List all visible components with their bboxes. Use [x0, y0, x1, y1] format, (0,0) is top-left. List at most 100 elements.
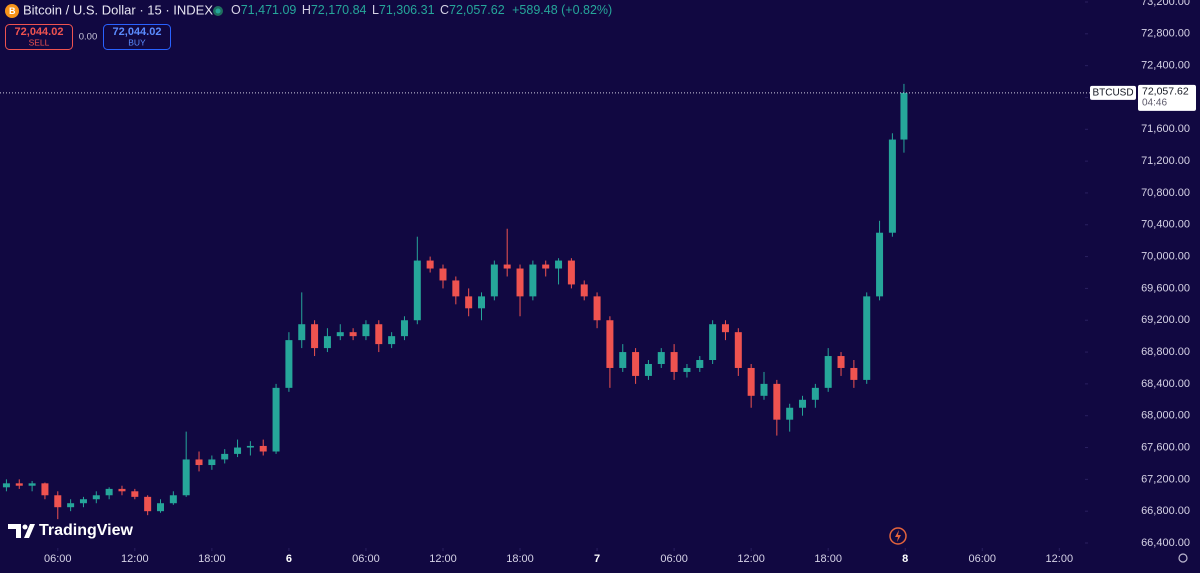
candle-body — [28, 483, 36, 486]
candle-body — [593, 296, 601, 321]
y-tick-label: 70,800.00 — [1141, 187, 1190, 199]
candle-body — [311, 324, 319, 349]
x-tick-label: 06:00 — [969, 553, 997, 565]
low-value: 71,306.31 — [379, 3, 435, 17]
candle-body — [773, 383, 781, 420]
spread: 0.00 — [79, 32, 98, 43]
candle-body — [105, 488, 113, 496]
candle-body — [580, 284, 588, 297]
close-value: 72,057.62 — [449, 3, 505, 17]
y-tick-label: 72,800.00 — [1141, 28, 1190, 40]
candle-body — [567, 260, 575, 285]
candle-body — [837, 356, 845, 368]
candle-body — [323, 336, 331, 349]
candle-body — [375, 324, 383, 345]
x-tick-label: 12:00 — [737, 553, 765, 565]
alert-icon[interactable] — [889, 527, 907, 545]
open-label: O — [231, 3, 241, 17]
x-tick-label: 6 — [286, 553, 292, 565]
x-tick-label: 8 — [902, 553, 908, 565]
candle-body — [413, 260, 421, 321]
candle-body — [734, 332, 742, 368]
candle-body — [670, 352, 678, 372]
y-tick-label: 66,400.00 — [1141, 537, 1190, 549]
y-tick-label: 71,200.00 — [1141, 155, 1190, 167]
high-label: H — [302, 3, 311, 17]
candle-body — [79, 499, 87, 504]
x-tick-label: 18:00 — [198, 553, 226, 565]
candle-body — [657, 352, 665, 364]
market-status-dot — [215, 8, 221, 14]
candle-body — [272, 387, 280, 452]
candle-body — [54, 495, 62, 508]
candle-body — [850, 367, 858, 380]
candle-body — [2, 483, 10, 488]
sell-button[interactable] — [5, 24, 73, 50]
y-tick-label: 68,400.00 — [1141, 378, 1190, 390]
coin-icon-glyph: B — [9, 6, 16, 16]
candle-body — [824, 356, 832, 388]
x-tick-label: 18:00 — [506, 553, 534, 565]
candle-body — [208, 459, 216, 466]
y-tick-label: 70,000.00 — [1141, 250, 1190, 262]
candle-body — [632, 352, 640, 376]
candle-body — [15, 483, 23, 486]
candle-body — [555, 260, 563, 269]
candle-body — [41, 483, 49, 496]
candle-body — [131, 491, 139, 497]
candle-body — [811, 387, 819, 400]
candle-body — [195, 459, 203, 466]
candle-body — [388, 336, 396, 345]
x-tick-label: 7 — [594, 553, 600, 565]
y-tick-label: 73,200.00 — [1141, 0, 1190, 8]
candle-body — [644, 363, 652, 376]
symbol-title[interactable]: Bitcoin / U.S. Dollar · 15 · INDEX — [23, 2, 213, 17]
settings-icon[interactable] — [1178, 553, 1188, 563]
y-tick-label: 69,600.00 — [1141, 282, 1190, 294]
y-tick-label: 67,600.00 — [1141, 441, 1190, 453]
candle-body — [298, 324, 306, 341]
candle-body — [67, 503, 75, 508]
x-tick-label: 12:00 — [429, 553, 457, 565]
y-tick-label: 67,200.00 — [1141, 473, 1190, 485]
candle-body — [349, 332, 357, 337]
candle-body — [786, 407, 794, 420]
y-tick-label: 68,800.00 — [1141, 346, 1190, 358]
buy-price: 72,044.02 — [113, 26, 162, 38]
candle-body — [144, 496, 152, 512]
candle-body — [246, 445, 254, 448]
candle-body — [478, 296, 486, 309]
x-tick-label: 06:00 — [660, 553, 688, 565]
symbol-tag-box — [1090, 85, 1136, 100]
candle-body — [400, 320, 408, 337]
close-label: C — [440, 3, 449, 17]
candle-body — [696, 360, 704, 368]
buy-label: BUY — [128, 37, 146, 47]
candle-body — [336, 332, 344, 337]
change-value: +589.48 (+0.82%) — [512, 3, 612, 17]
high-value: 72,170.84 — [311, 3, 367, 17]
countdown: 04:46 — [1142, 98, 1167, 109]
brand-name: TradingView — [39, 522, 134, 539]
sell-label: SELL — [29, 37, 50, 47]
ohlc-legend: O71,471.09 H72,170.84 L71,306.31 C72,057… — [231, 3, 612, 17]
candle-body — [760, 383, 768, 396]
price-tag-box — [1138, 84, 1196, 111]
y-tick-label: 66,800.00 — [1141, 505, 1190, 517]
candle-body — [799, 399, 807, 408]
x-tick-label: 12:00 — [1046, 553, 1074, 565]
open-value: 71,471.09 — [241, 3, 297, 17]
candle-body — [721, 324, 729, 333]
candle-body — [259, 445, 267, 452]
buy-button[interactable] — [103, 24, 171, 50]
y-tick-label: 69,200.00 — [1141, 314, 1190, 326]
x-tick-label: 06:00 — [352, 553, 380, 565]
candle-body — [683, 367, 691, 372]
candle-body — [888, 139, 896, 233]
candle-body — [619, 352, 627, 368]
candle-body — [182, 459, 190, 496]
coin-icon — [5, 4, 19, 18]
y-tick-label: 72,400.00 — [1141, 60, 1190, 72]
